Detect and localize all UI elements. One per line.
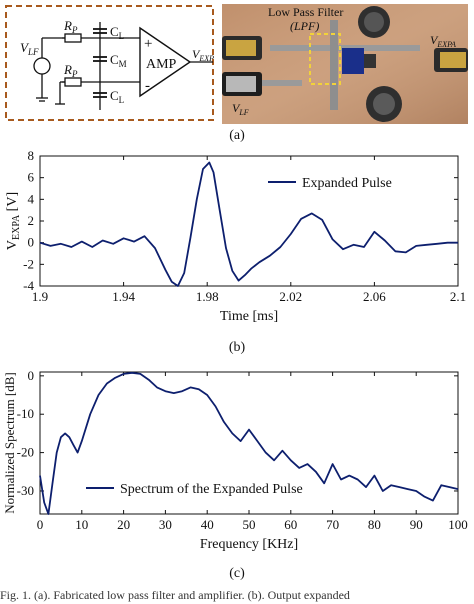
x-tick-label: 90: [410, 517, 423, 532]
y-axis-label: VEXPA [V]: [5, 192, 22, 250]
rp-bottom-label: R: [63, 62, 72, 77]
y-tick-label: 4: [28, 191, 35, 206]
svg-text:RP: RP: [63, 18, 78, 35]
figure-a: VLF RP RP CL CM CL + - AMP VEXP: [5, 4, 468, 124]
figure-caption-footer: Fig. 1. (a). Fabricated low pass filter …: [0, 588, 350, 602]
vlf-sub: LF: [27, 47, 39, 57]
circuit-schematic: VLF RP RP CL CM CL + - AMP VEXP: [5, 5, 214, 121]
lpf-highlight-box: [309, 33, 341, 85]
y-tick-label: -4: [23, 278, 34, 293]
x-tick-label: 0: [37, 517, 44, 532]
y-tick-label: 0: [28, 368, 35, 383]
cm-sub: M: [119, 59, 127, 69]
x-axis-label: Time [ms]: [220, 309, 278, 324]
vlf-label: V: [20, 40, 30, 55]
cl-top-label: C: [110, 24, 119, 39]
rp-top-sub: P: [71, 25, 78, 35]
y-tick-label: 6: [28, 170, 35, 185]
caption-c: (c): [229, 566, 245, 581]
photo-vexpa-label: V: [430, 33, 439, 47]
photo-vexpa-sub: EXPA: [436, 40, 456, 49]
svg-text:CL: CL: [110, 88, 124, 105]
x-tick-label: 60: [284, 517, 297, 532]
svg-text:RP: RP: [63, 62, 78, 79]
lpf-label-line2: (LPF): [290, 19, 319, 33]
y-tick-label: 0: [28, 235, 35, 250]
photo-vlf-label: V: [232, 101, 241, 115]
svg-text:VLF: VLF: [232, 101, 249, 117]
amplifier-icon: [139, 26, 192, 98]
x-tick-label: 50: [243, 517, 256, 532]
voltage-source-icon: [33, 57, 51, 75]
rp-bottom-sub: P: [71, 69, 78, 79]
y-tick-label: -30: [17, 483, 34, 498]
svg-text:VEXP: VEXP: [192, 47, 214, 63]
x-tick-label: 70: [326, 517, 339, 532]
amp-label: AMP: [146, 57, 177, 72]
amplifier-chip: [342, 48, 364, 74]
x-tick-label: 40: [201, 517, 214, 532]
x-tick-label: 100: [448, 517, 468, 532]
x-tick-label: 1.94: [112, 289, 135, 304]
legend-label: Expanded Pulse: [302, 176, 392, 191]
resistor-rp-bottom: [64, 77, 82, 87]
cl-top-sub: L: [119, 31, 125, 41]
cl-bottom-label: C: [110, 88, 119, 103]
svg-text:VEXPA: VEXPA: [430, 33, 456, 49]
chart-c: 0 10 20 30 40 50 60 70 80 90 100 0 -10 -20 -30 Frequenc…: [2, 368, 468, 552]
x-tick-label: 2.02: [279, 289, 302, 304]
x-tick-label: 2.06: [363, 289, 386, 304]
rp-top-label: R: [63, 18, 72, 33]
photo-vlf-sub: LF: [238, 108, 248, 117]
vexp-sub: EXP: [198, 54, 214, 63]
x-tick-label: 1.98: [196, 289, 219, 304]
chart-b: 1.9 1.94 1.98 2.02 2.06 2.1 8 6 4 2 0 -2 -4 Time [ms]…: [5, 148, 466, 324]
series-line: [39, 161, 458, 287]
board-photo: Low Pass Filter (LPF) VEXPA VLF: [222, 4, 468, 124]
cm-label: C: [110, 52, 119, 67]
y-tick-label: 2: [28, 213, 35, 228]
y-tick-label: -2: [23, 256, 34, 271]
x-axis-label: Frequency [KHz]: [200, 537, 298, 552]
cl-bottom-sub: L: [119, 95, 125, 105]
svg-text:VLF: VLF: [20, 40, 39, 57]
y-tick-label: 8: [28, 148, 35, 163]
x-tick-label: 20: [117, 517, 130, 532]
lpf-label-line1: Low Pass Filter: [268, 5, 343, 19]
y-axis-label: Normalized Spectrum [dB]: [2, 372, 17, 514]
resistor-rp-top: [64, 33, 82, 43]
x-tick-label: 80: [368, 517, 381, 532]
svg-text:CL: CL: [110, 24, 124, 41]
plot-frame: [39, 155, 459, 287]
x-tick-label: 30: [159, 517, 172, 532]
y-tick-label: -10: [17, 406, 34, 421]
x-tick-label: 1.9: [32, 289, 48, 304]
series-line: [39, 371, 459, 515]
x-tick-label: 10: [75, 517, 88, 532]
y-tick-label: -20: [17, 445, 34, 460]
caption-b: (b): [228, 340, 246, 355]
amp-plus-label: +: [144, 36, 152, 52]
caption-a: (a): [229, 128, 245, 143]
svg-text:CM: CM: [110, 52, 127, 69]
legend-label: Spectrum of the Expanded Pulse: [120, 482, 303, 497]
x-tick-label: 2.1: [450, 289, 466, 304]
vexp-label: V: [192, 47, 201, 61]
amp-minus-label: -: [145, 78, 150, 94]
